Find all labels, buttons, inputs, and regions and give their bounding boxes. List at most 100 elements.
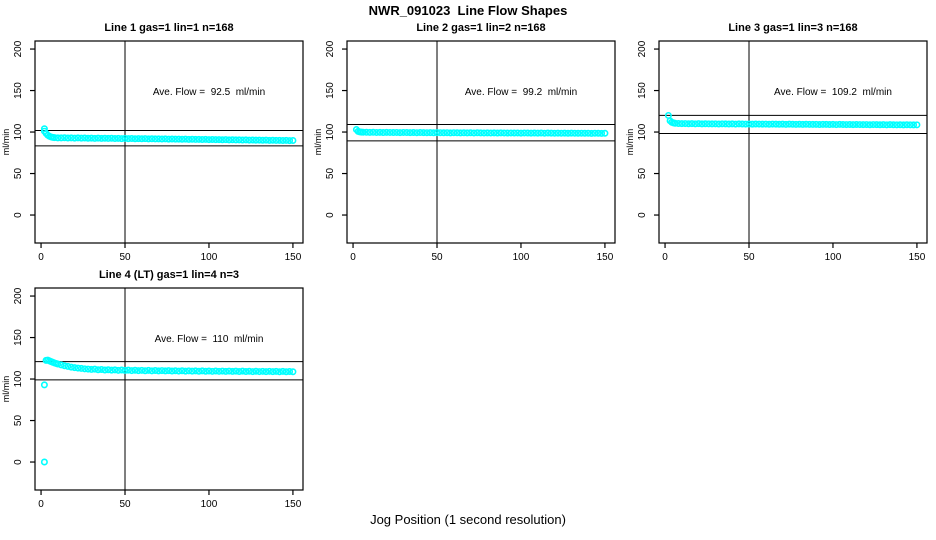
flow-data-point [530, 129, 538, 137]
flow-data-point [906, 121, 914, 129]
flow-data-point [171, 367, 179, 375]
flow-data-point [362, 128, 370, 136]
flow-data-point [134, 367, 142, 375]
flow-data-point [856, 121, 864, 129]
flow-data-point [701, 120, 709, 128]
flow-data-point [128, 367, 136, 375]
flow-data-point [215, 367, 223, 375]
flow-data-point [440, 129, 448, 137]
flow-data-point [242, 136, 250, 144]
flow-data-point [262, 136, 270, 144]
flow-data-point [873, 121, 881, 129]
flow-data-point [742, 120, 750, 128]
flow-data-point [564, 129, 572, 137]
flow-data-point [883, 121, 891, 129]
y-tick-label: 150 [637, 82, 648, 99]
flow-data-point [87, 365, 95, 373]
flow-data-point [480, 129, 488, 137]
flow-data-point [477, 129, 485, 137]
flow-data-point [910, 121, 918, 129]
flow-data-point [581, 129, 589, 137]
flow-data-point [416, 129, 424, 137]
flow-data-point [601, 129, 609, 137]
flow-data-point [171, 135, 179, 143]
flow-data-point [252, 136, 260, 144]
flow-data-point [849, 121, 857, 129]
flow-data-point [128, 135, 136, 143]
flow-data-point [792, 120, 800, 128]
flow-data-point [145, 135, 153, 143]
flow-data-point [205, 367, 213, 375]
plot-box [658, 40, 928, 244]
flow-data-point [876, 121, 884, 129]
flow-data-point [383, 128, 391, 136]
flow-data-point [175, 367, 183, 375]
plot-box [346, 40, 616, 244]
flow-data-point [695, 120, 703, 128]
flow-data-point [755, 120, 763, 128]
flow-data-point [151, 135, 159, 143]
flow-data-point [161, 135, 169, 143]
flow-data-point [242, 367, 250, 375]
flow-data-point [275, 136, 283, 144]
flow-data-point [446, 129, 454, 137]
flow-data-point [218, 367, 226, 375]
flow-data-point [235, 136, 243, 144]
flow-data-point [91, 365, 99, 373]
y-tick-label: 150 [13, 82, 24, 99]
flow-data-point [866, 121, 874, 129]
flow-data-point [450, 129, 458, 137]
flow-data-point [799, 120, 807, 128]
flow-data-point [181, 367, 189, 375]
flow-data-point [457, 129, 465, 137]
flow-data-point [685, 120, 693, 128]
y-tick-label: 50 [13, 415, 24, 427]
flow-data-point [852, 120, 860, 128]
flow-data-point [67, 134, 75, 142]
flow-data-point [57, 361, 65, 369]
flow-data-point [738, 120, 746, 128]
flow-data-point [181, 135, 189, 143]
flow-data-point [587, 129, 595, 137]
subplot-line-3-title: Line 3 gas=1 lin=3 n=168 [728, 22, 858, 34]
flow-data-point [185, 135, 193, 143]
flow-data-point [222, 136, 230, 144]
flow-data-point [97, 365, 105, 373]
flow-data-point [50, 134, 58, 142]
flow-data-point [212, 367, 220, 375]
flow-data-point [705, 120, 713, 128]
flow-data-point [571, 129, 579, 137]
flow-data-point [158, 135, 166, 143]
flow-data-point [473, 129, 481, 137]
flow-data-point [279, 137, 287, 145]
flow-data-point [443, 129, 451, 137]
flow-data-point [208, 367, 216, 375]
flow-data-point [688, 120, 696, 128]
flow-data-point [255, 136, 263, 144]
flow-data-point [232, 136, 240, 144]
flow-data-point [409, 129, 417, 137]
x-tick-label: 0 [38, 499, 44, 510]
subplot-line-3-canvas: 0 50 100 150 0 50 100 150 200 ml/min [625, 40, 928, 263]
flow-data-point [245, 136, 253, 144]
flow-data-point [366, 128, 374, 136]
flow-data-point [567, 129, 575, 137]
flow-data-point [54, 134, 62, 142]
flow-data-point [185, 367, 193, 375]
flow-data-point [829, 120, 837, 128]
flow-data-point [500, 129, 508, 137]
flow-data-point [795, 120, 803, 128]
flow-data-point [61, 134, 69, 142]
flow-data-point [71, 134, 79, 142]
y-tick-label: 100 [13, 370, 24, 387]
flow-data-point [108, 366, 116, 374]
subplot-line-3-ave-flow-annotation: Ave. Flow = 109.2 ml/min [774, 87, 892, 98]
flow-data-point [111, 366, 119, 374]
flow-data-point [222, 367, 230, 375]
subplot-line-4: 0 50 100 150 0 50 100 150 200 ml/min Line 4 (LT) … [0, 265, 312, 512]
flow-data-point [470, 129, 478, 137]
flow-data-point [745, 120, 753, 128]
flow-data-point [728, 120, 736, 128]
flow-data-point [386, 128, 394, 136]
flow-data-point [681, 120, 689, 128]
